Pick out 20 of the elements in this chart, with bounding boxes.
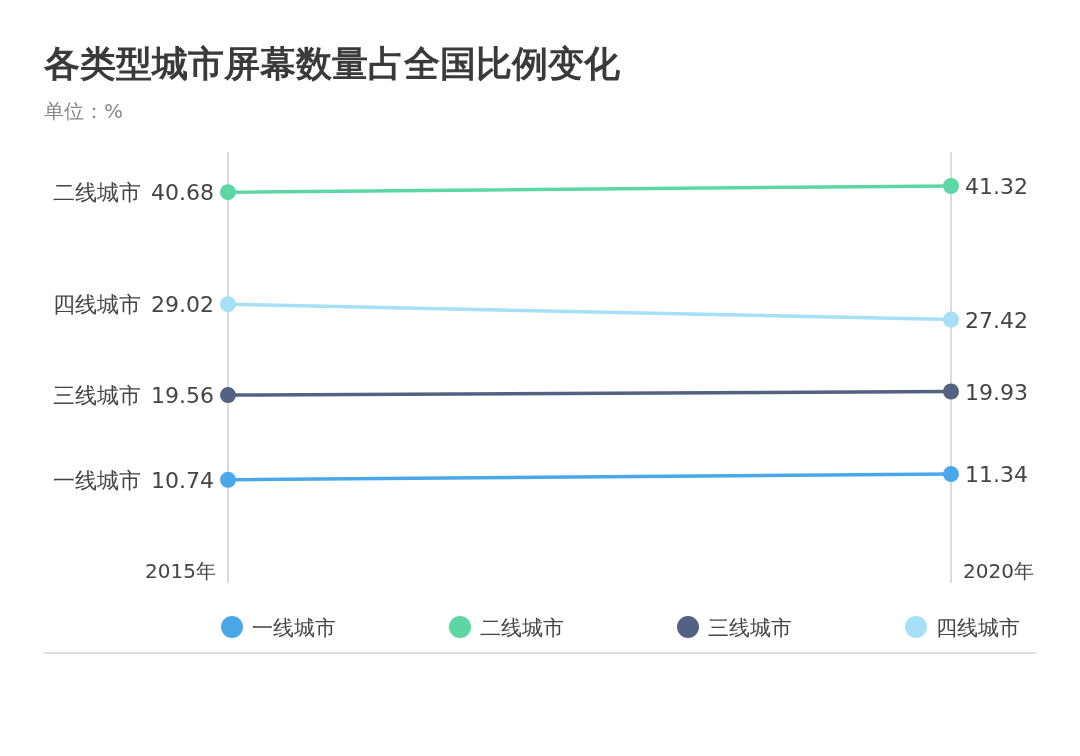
xtick: 2015年 [145, 559, 216, 583]
data-label: 11.34 [965, 462, 1028, 488]
legend-label: 二线城市 [480, 616, 564, 640]
data-label: 29.02 [151, 292, 214, 318]
xtick: 2020年 [963, 559, 1034, 583]
series-name: 三线城市 [53, 383, 141, 409]
legend-label: 一线城市 [252, 616, 336, 640]
title: 各类型城市屏幕数量占全国比例变化 [44, 43, 620, 84]
data-label: 10.74 [151, 467, 214, 493]
data-label: 40.68 [151, 180, 214, 206]
legend-label: 四线城市 [936, 616, 1020, 640]
subtitle: 单位：% [44, 99, 123, 123]
series-name: 四线城市 [53, 292, 141, 318]
series-name: 二线城市 [53, 180, 141, 206]
data-label: 41.32 [965, 174, 1028, 199]
legend-label: 三线城市 [708, 616, 792, 640]
series-name: 一线城市 [53, 467, 141, 493]
data-label: 19.93 [965, 379, 1028, 405]
data-label: 19.56 [151, 383, 214, 409]
data-label: 27.42 [965, 307, 1028, 333]
